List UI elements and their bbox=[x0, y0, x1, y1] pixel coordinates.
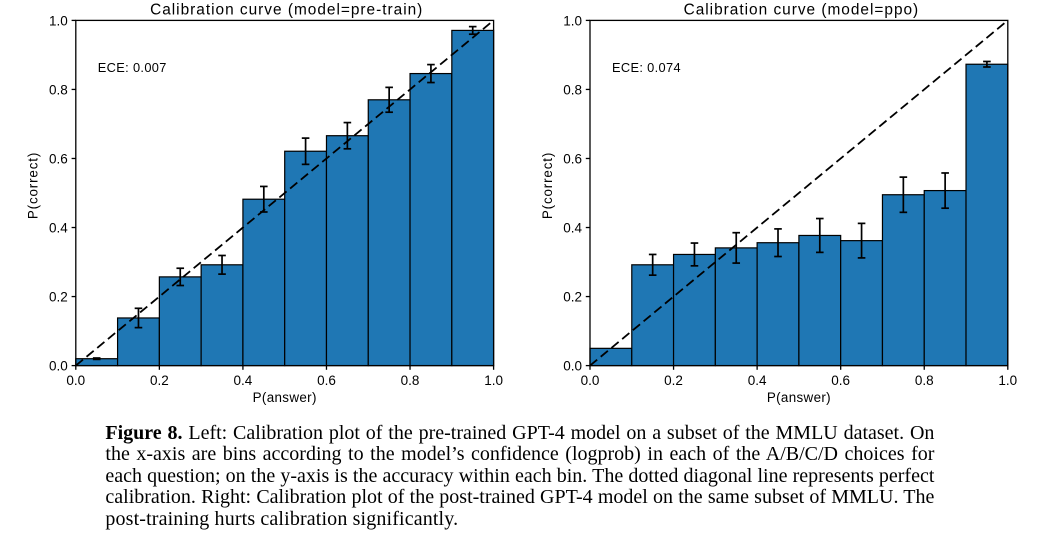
svg-text:0.8: 0.8 bbox=[915, 373, 934, 388]
svg-text:0.6: 0.6 bbox=[831, 373, 850, 388]
svg-text:0.2: 0.2 bbox=[150, 373, 169, 388]
svg-text:P(correct): P(correct) bbox=[540, 152, 555, 219]
svg-text:0.8: 0.8 bbox=[49, 82, 68, 97]
svg-text:P(answer): P(answer) bbox=[253, 390, 317, 405]
svg-text:P(correct): P(correct) bbox=[26, 152, 41, 219]
svg-text:Calibration curve (model=pre-t: Calibration curve (model=pre-train) bbox=[150, 1, 423, 18]
svg-text:0.4: 0.4 bbox=[49, 220, 68, 235]
svg-text:ECE: 0.074: ECE: 0.074 bbox=[612, 60, 681, 75]
svg-text:1.0: 1.0 bbox=[484, 373, 503, 388]
svg-text:1.0: 1.0 bbox=[563, 13, 582, 28]
svg-text:Calibration curve (model=ppo): Calibration curve (model=ppo) bbox=[684, 1, 920, 18]
svg-text:0.0: 0.0 bbox=[563, 359, 582, 374]
svg-text:0.8: 0.8 bbox=[401, 373, 420, 388]
svg-text:0.2: 0.2 bbox=[664, 373, 683, 388]
svg-text:P(answer): P(answer) bbox=[767, 390, 831, 405]
svg-text:0.2: 0.2 bbox=[563, 289, 582, 304]
svg-text:0.6: 0.6 bbox=[49, 151, 68, 166]
svg-text:0.8: 0.8 bbox=[563, 82, 582, 97]
svg-text:ECE: 0.007: ECE: 0.007 bbox=[98, 60, 167, 75]
svg-text:0.4: 0.4 bbox=[234, 373, 253, 388]
svg-text:1.0: 1.0 bbox=[998, 373, 1017, 388]
svg-text:0.0: 0.0 bbox=[49, 359, 68, 374]
svg-text:0.4: 0.4 bbox=[563, 220, 582, 235]
svg-text:1.0: 1.0 bbox=[49, 13, 68, 28]
svg-text:0.6: 0.6 bbox=[317, 373, 336, 388]
svg-text:0.0: 0.0 bbox=[66, 373, 85, 388]
svg-text:0.4: 0.4 bbox=[748, 373, 767, 388]
svg-text:0.0: 0.0 bbox=[581, 373, 600, 388]
svg-text:0.6: 0.6 bbox=[563, 151, 582, 166]
svg-text:0.2: 0.2 bbox=[49, 289, 68, 304]
